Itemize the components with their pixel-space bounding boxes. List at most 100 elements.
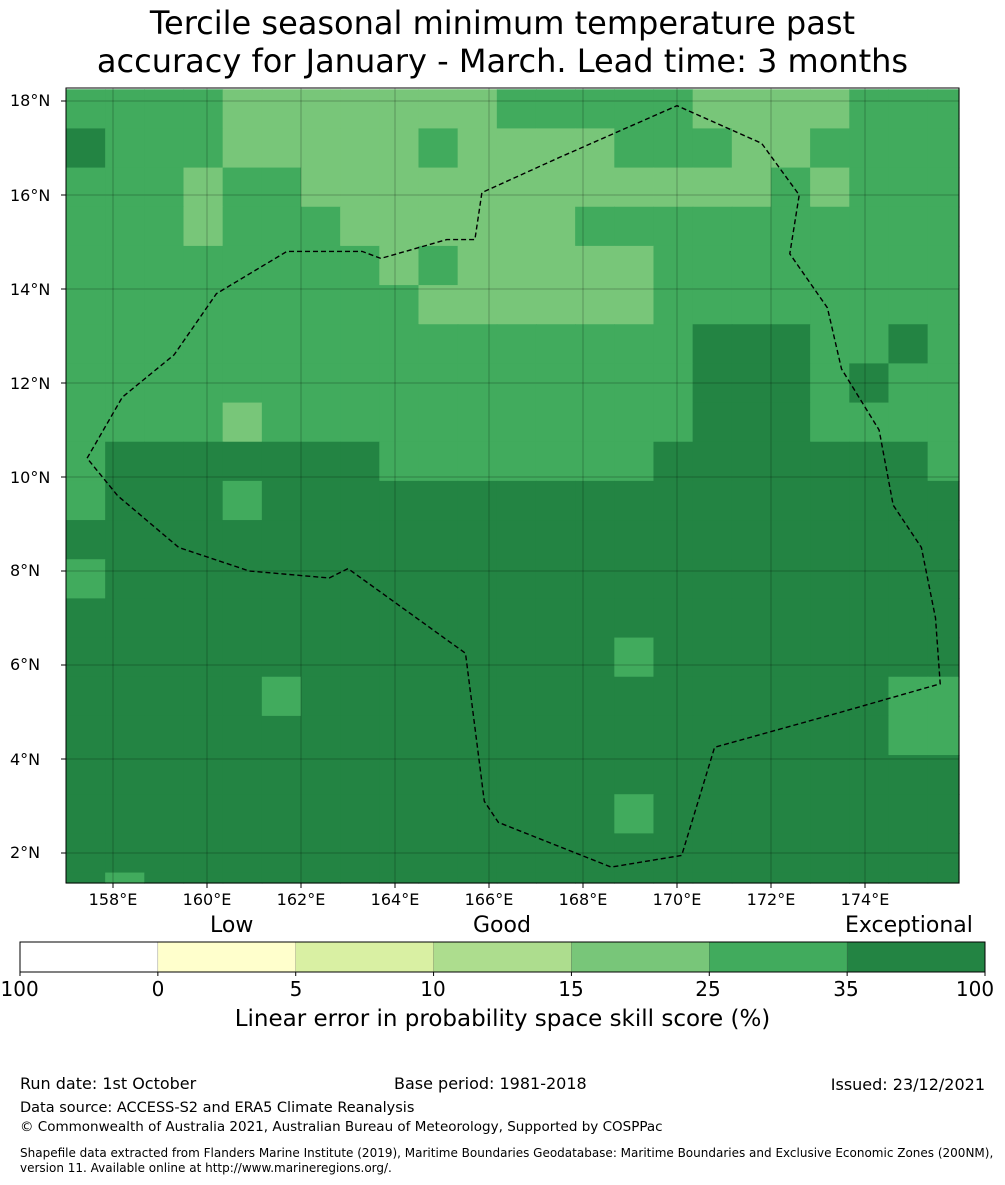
grid-cell [261, 872, 302, 884]
lat-label: 18°N [10, 91, 51, 110]
grid-cell [888, 715, 929, 756]
grid-cell [888, 89, 929, 130]
grid-cell [535, 637, 576, 678]
grid-cell [105, 128, 145, 169]
grid-cell [575, 715, 615, 756]
grid-cell [575, 520, 615, 560]
grid-cell [340, 89, 380, 130]
grid-cell [418, 441, 459, 482]
grid-cell [810, 520, 850, 560]
grid-cell [183, 206, 224, 247]
grid-cell [731, 637, 772, 678]
grid-cell [849, 559, 890, 599]
grid-cell [653, 637, 694, 678]
grid-cell [810, 324, 850, 365]
grid-cell [457, 755, 498, 795]
grid-cell [105, 520, 145, 560]
colorbar-segment [433, 941, 572, 973]
grid-cell [496, 520, 537, 560]
grid-cell [300, 363, 341, 404]
grid-cell [535, 598, 576, 639]
grid-cell [770, 559, 811, 599]
grid-cell [575, 637, 615, 678]
grid-cell [731, 755, 772, 795]
base-period: Base period: 1981-2018 [394, 1074, 587, 1093]
grid-cell [614, 598, 655, 639]
grid-cell [653, 402, 694, 443]
grid-cell [340, 167, 380, 208]
grid-cell [144, 676, 185, 717]
grid-cell [849, 285, 890, 325]
grid-cell [535, 755, 576, 795]
grid-cell [496, 324, 537, 365]
grid-cell [770, 872, 811, 884]
grid-cell [222, 833, 263, 874]
grid-cell [927, 598, 960, 639]
grid-cell [496, 872, 537, 884]
grid-cell [770, 324, 811, 365]
grid-cell [575, 794, 615, 834]
grid-cell [614, 480, 655, 521]
grid-cell [300, 833, 341, 874]
grid-cell [457, 676, 498, 717]
grid-cell [379, 402, 420, 443]
grid-cell [105, 89, 145, 130]
grid-cell [261, 363, 302, 404]
grid-cell [535, 715, 576, 756]
grid-cell [300, 324, 341, 365]
grid-cell [849, 676, 890, 717]
grid-cell [183, 520, 224, 560]
grid-cell [300, 245, 341, 286]
grid-cell [496, 715, 537, 756]
grid-cell [300, 598, 341, 639]
grid-cell [261, 89, 302, 130]
grid-cell [418, 794, 459, 834]
grid-cell [927, 755, 960, 795]
grid-cell [692, 872, 733, 884]
grid-cell [614, 833, 655, 874]
grid-cell [888, 598, 929, 639]
grid-cell [535, 402, 576, 443]
grid-cell [340, 480, 380, 521]
grid-cell [183, 441, 224, 482]
grid-cell [300, 872, 341, 884]
grid-cell [731, 794, 772, 834]
grid-cell [770, 402, 811, 443]
grid-cell [222, 520, 263, 560]
grid-cell [496, 676, 537, 717]
grid-cell [575, 402, 615, 443]
grid-cell [496, 89, 537, 130]
grid-cell [105, 872, 145, 884]
grid-cell [340, 637, 380, 678]
grid-cell [810, 637, 850, 678]
grid-cell [300, 715, 341, 756]
grid-cell [653, 441, 694, 482]
grid-cell [692, 794, 733, 834]
grid-cell [418, 324, 459, 365]
grid-cell [418, 559, 459, 599]
grid-cell [222, 167, 263, 208]
grid-cell [849, 794, 890, 834]
grid-cell [183, 755, 224, 795]
grid-cell [300, 285, 341, 325]
grid-cell [379, 441, 420, 482]
grid-cell [810, 89, 850, 130]
colorbar-frame [19, 941, 986, 973]
grid-cell [888, 637, 929, 678]
grid-cell [261, 402, 302, 443]
grid-cell [770, 441, 811, 482]
grid-cell [535, 167, 576, 208]
grid-cell [261, 715, 302, 756]
grid-cell [300, 128, 341, 169]
grid-cell [810, 363, 850, 404]
grid-cell [340, 245, 380, 286]
colorbar-tick-label: 0 [151, 977, 165, 1001]
grid-cell [731, 598, 772, 639]
grid-cell [770, 833, 811, 874]
grid-cell [379, 324, 420, 365]
grid-cell [300, 520, 341, 560]
grid-cell [731, 441, 772, 482]
grid-cell [810, 245, 850, 286]
grid-cell [535, 206, 576, 247]
